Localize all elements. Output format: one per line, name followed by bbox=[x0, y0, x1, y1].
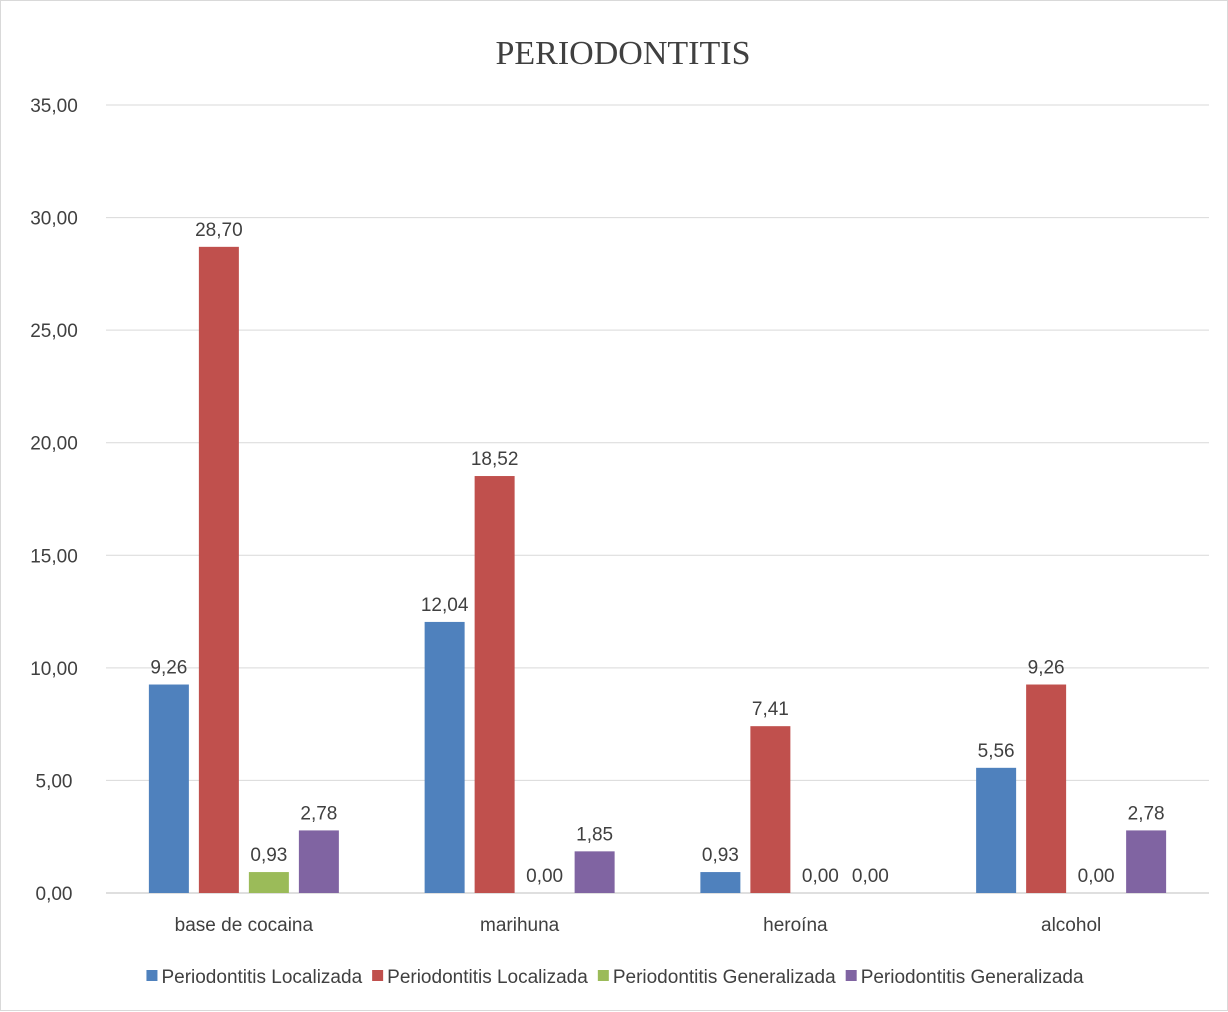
data-label: 0,93 bbox=[702, 845, 739, 866]
x-axis-categories: base de cocaina marihuna heroína alcohol bbox=[175, 915, 1102, 936]
data-label: 9,26 bbox=[150, 658, 187, 679]
category-label: marihuna bbox=[480, 915, 560, 936]
legend-item: Periodontitis Generalizada bbox=[597, 967, 836, 988]
y-tick-label: 35,00 bbox=[30, 96, 78, 117]
bar bbox=[976, 767, 1017, 893]
category-label: heroína bbox=[763, 915, 828, 936]
bars bbox=[148, 246, 1167, 894]
bar bbox=[424, 621, 465, 893]
bar bbox=[474, 476, 515, 893]
data-label: 0,00 bbox=[852, 866, 889, 887]
data-label: 9,26 bbox=[1028, 658, 1065, 679]
data-label: 0,00 bbox=[1078, 866, 1115, 887]
data-label: 1,85 bbox=[576, 824, 613, 845]
bar bbox=[198, 246, 239, 894]
y-tick-label: 15,00 bbox=[30, 546, 78, 567]
data-label: 18,52 bbox=[471, 449, 519, 470]
legend-swatch bbox=[845, 970, 857, 981]
legend: Periodontitis Localizada Periodontitis Lo… bbox=[146, 967, 1084, 988]
bar bbox=[750, 726, 791, 893]
data-label: 7,41 bbox=[752, 699, 789, 720]
data-label: 0,00 bbox=[526, 866, 563, 887]
legend-item: Periodontitis Localizada bbox=[372, 967, 588, 988]
bar bbox=[1026, 684, 1067, 893]
data-label: 5,56 bbox=[978, 741, 1015, 762]
y-tick-label: 5,00 bbox=[36, 771, 73, 792]
y-tick-label: 30,00 bbox=[30, 209, 78, 230]
category-label: base de cocaina bbox=[175, 915, 314, 936]
data-labels: 9,26 28,70 0,93 2,78 12,04 18,52 0,00 1,85 0,93 7… bbox=[150, 220, 1164, 887]
bar bbox=[1126, 830, 1167, 893]
legend-label: Periodontitis Generalizada bbox=[861, 967, 1084, 988]
legend-swatch bbox=[146, 970, 158, 981]
data-label: 0,00 bbox=[802, 866, 839, 887]
data-label: 28,70 bbox=[195, 220, 243, 241]
bar bbox=[574, 851, 615, 893]
data-label: 2,78 bbox=[300, 803, 337, 824]
bar bbox=[248, 872, 289, 893]
legend-label: Periodontitis Localizada bbox=[161, 967, 362, 988]
legend-swatch bbox=[372, 970, 384, 981]
y-tick-label: 10,00 bbox=[30, 659, 78, 680]
legend-label: Periodontitis Localizada bbox=[387, 967, 588, 988]
legend-swatch bbox=[597, 970, 609, 981]
y-tick-label: 0,00 bbox=[36, 884, 73, 905]
y-tick-label: 20,00 bbox=[30, 434, 78, 455]
bar bbox=[298, 830, 339, 893]
category-label: alcohol bbox=[1041, 915, 1101, 936]
gridlines bbox=[106, 104, 1209, 894]
bar bbox=[700, 872, 741, 893]
data-label: 12,04 bbox=[421, 595, 469, 616]
bar bbox=[148, 684, 189, 893]
y-tick-label: 25,00 bbox=[30, 321, 78, 342]
data-label: 2,78 bbox=[1128, 803, 1165, 824]
legend-item: Periodontitis Generalizada bbox=[845, 967, 1084, 988]
y-axis-ticks: 0,00 5,00 10,00 15,00 20,00 25,00 30,00 35,00 bbox=[30, 96, 78, 905]
data-label: 0,93 bbox=[250, 845, 287, 866]
legend-item: Periodontitis Localizada bbox=[146, 967, 363, 988]
legend-label: Periodontitis Generalizada bbox=[613, 967, 836, 988]
chart-title: PERIODONTITIS bbox=[496, 35, 751, 72]
